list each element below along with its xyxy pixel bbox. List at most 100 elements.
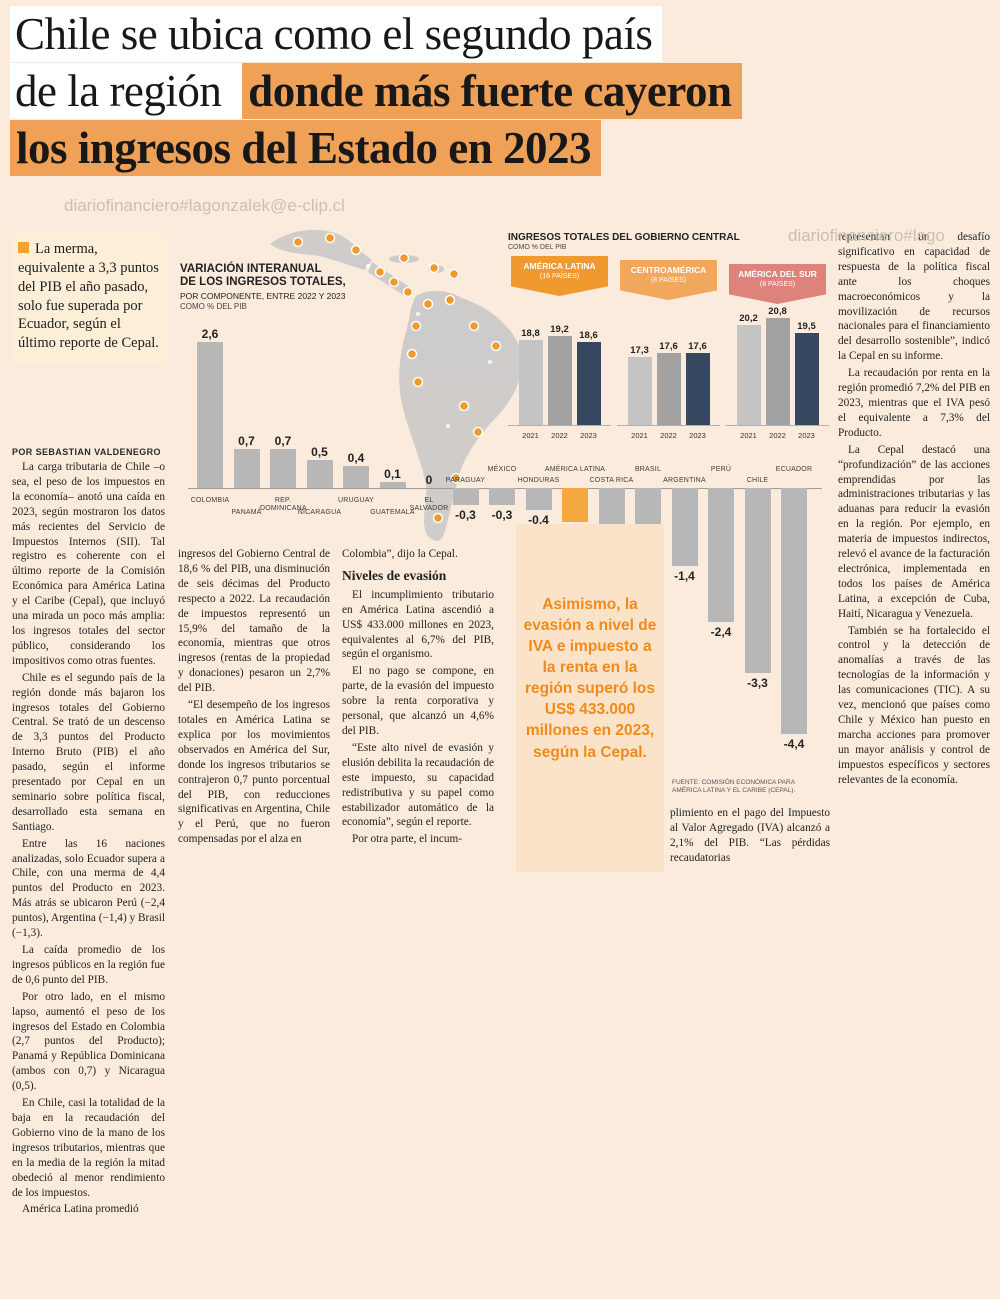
article-paragraph: “El desempeño de los ingresos totales en… (178, 699, 330, 846)
group-bar-value: 19,2 (550, 323, 569, 335)
bar-uruguay (343, 465, 369, 488)
group-bar-value: 20,8 (768, 306, 787, 318)
bar-value: 0,7 (238, 433, 255, 448)
bar-label: PARAGUAY (445, 477, 486, 484)
pull-quote: Asimismo, la evasión a nivel de IVA e im… (516, 524, 664, 872)
group-bar-2023 (685, 353, 710, 426)
bar-value: -1,4 (674, 569, 695, 584)
year-label: 2023 (689, 431, 706, 440)
group-bar-2021 (627, 356, 652, 426)
section-subhead: Niveles de evasión (342, 567, 447, 583)
bar-value: 2,6 (201, 327, 219, 342)
year-labels: 2021 2022 2023 (726, 431, 829, 440)
bar-label: CHILE (746, 477, 769, 484)
bar-label: HONDURAS (517, 477, 560, 484)
byline: POR SEBASTIAN VALDENEGRO (12, 447, 161, 457)
grouped-chart-unit: COMO % DEL PIB (508, 244, 567, 251)
bar-m-xico (489, 488, 515, 505)
headline-line-2: de la región donde más fuerte cayeron (10, 63, 742, 120)
bar-column: 18,6 (576, 330, 601, 426)
bar-column: 20,2 (736, 313, 761, 426)
article-paragraph: Colombia”, dijo la Cepal. (342, 548, 458, 560)
bar-label: BRASIL (634, 466, 662, 473)
bar-label: MÉXICO (487, 466, 517, 473)
bar-column: 17,6 (656, 341, 681, 426)
article-paragraph: Por otra parte, el incum- (352, 833, 463, 846)
bar-column: 17,6 (685, 341, 710, 426)
article-paragraph: La recaudación por renta en la región pr… (838, 367, 990, 439)
article-paragraph: La carga tributaria de Chile –o sea, el … (12, 461, 165, 667)
group-bar-2021 (518, 340, 543, 426)
orange-square-icon (18, 242, 29, 253)
bar-nicaragua (306, 460, 333, 488)
grouped-chart-title: INGRESOS TOTALES DEL GOBIERNO CENTRAL (508, 232, 740, 243)
bar-guatemala (379, 482, 406, 488)
group-bar-value: 18,8 (521, 328, 540, 340)
region-sublabel: (8 PAÍSES) (650, 277, 687, 284)
region-group: AMÉRICA LATINA (16 PAÍSES) 18,8 19,2 18,6 202… (508, 256, 611, 446)
region-banner: CENTROAMÉRICA (8 PAÍSES) (620, 260, 717, 300)
bar-column: 20,8 (765, 306, 790, 426)
group-bars: 20,2 20,8 19,5 (726, 306, 829, 426)
variation-chart-title: VARIACIÓN INTERANUAL DE LOS INGRESOS TOT… (180, 263, 365, 311)
group-bar-2021 (736, 324, 761, 426)
article-paragraph: Por otro lado, en el mismo lapso, aument… (12, 990, 165, 1093)
watermark-left: diariofinanciero#lagonzalek@e-clip.cl (64, 196, 345, 215)
bar-label: AMÉRICA LATINA (544, 466, 606, 473)
region-sublabel: (8 PAÍSES) (759, 281, 796, 288)
summary-callout: La merma, equivalente a 3,3 puntos del P… (12, 234, 166, 364)
bar-label: GUATEMALA (370, 509, 415, 516)
axis-line (726, 425, 829, 426)
year-label: 2022 (551, 431, 568, 440)
article-paragraph: La Cepal destacó una “profundización” de… (838, 443, 990, 620)
article-paragraph: “Este alto nivel de evasión y elusión de… (342, 741, 494, 829)
government-income-chart: INGRESOS TOTALES DEL GOBIERNO CENTRAL CO… (508, 232, 830, 446)
bar-value: 0,4 (347, 450, 365, 465)
bar-ecuador (781, 488, 807, 735)
group-bar-2022 (547, 335, 572, 426)
article-paragraph: representan un desafío significativo en … (838, 231, 990, 363)
bar-column: 18,8 (518, 328, 543, 426)
source-note: FUENTE: COMISIÓN ECONÓMICA PARA AMÉRICA … (672, 779, 796, 794)
bar-label: COLOMBIA (190, 497, 230, 504)
bar-label: EL SALVADOR (409, 497, 449, 512)
group-bar-value: 17,6 (659, 341, 678, 353)
map-south-america (399, 290, 523, 541)
region-sublabel: (16 PAÍSES) (539, 273, 580, 280)
article-paragraph: La caída promedio de los ingresos públic… (12, 944, 165, 986)
bar-rep-dominicana (270, 448, 296, 488)
bar-label: ARGENTINA (663, 477, 706, 484)
region-banner: AMÉRICA LATINA (16 PAÍSES) (511, 256, 608, 296)
year-labels: 2021 2022 2023 (508, 431, 611, 440)
watermark-right: diariofinanciero#lago (788, 226, 945, 245)
group-bar-value: 17,3 (630, 344, 649, 356)
group-bar-2023 (576, 342, 601, 426)
bar-per- (708, 488, 734, 623)
bar-value: -0,3 (455, 507, 476, 522)
year-label: 2021 (631, 431, 648, 440)
region-label: CENTROAMÉRICA (630, 265, 707, 275)
bar-honduras (525, 488, 552, 511)
group-bar-2022 (656, 353, 681, 426)
bar-column: 19,5 (794, 321, 819, 426)
article-paragraph: Chile es el segundo país de la región do… (12, 671, 165, 833)
article-paragraph: El incumplimiento tributario en América … (342, 588, 494, 661)
bar-value: 0 (425, 473, 433, 487)
year-label: 2021 (522, 431, 539, 440)
bar-label: REP. DOMINICANA (260, 497, 307, 512)
region-group: AMÉRICA DEL SUR (8 PAÍSES) 20,2 20,8 19,5 202… (726, 256, 829, 446)
bar-argentina (671, 488, 698, 567)
axis-line (617, 425, 720, 426)
chart-unit-label: COMO % DEL PIB (180, 302, 247, 311)
article-paragraph: Entre las 16 naciones analizadas, solo E… (12, 837, 166, 940)
article-paragraph: América Latina promedió (22, 1203, 139, 1216)
bar-value: -4,4 (783, 737, 805, 752)
bar-paraguay (452, 488, 479, 505)
bar-label: URUGUAY (338, 497, 374, 504)
bar-value: -0,4 (528, 513, 549, 528)
latam-map (270, 229, 523, 541)
year-label: 2022 (660, 431, 677, 440)
axis-line (508, 425, 611, 426)
headline: Chile se ubica como el segundo país de l… (10, 6, 742, 177)
article-paragraph: En Chile, casi la totalidad de la baja e… (12, 1097, 165, 1199)
